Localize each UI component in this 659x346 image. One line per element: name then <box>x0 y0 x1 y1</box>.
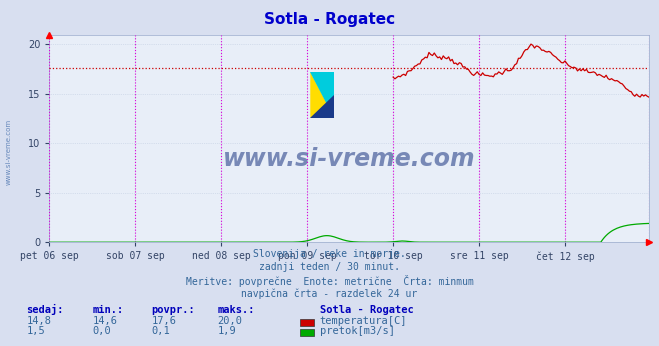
Text: povpr.:: povpr.: <box>152 305 195 315</box>
Text: 14,6: 14,6 <box>92 316 117 326</box>
Text: min.:: min.: <box>92 305 123 315</box>
Text: zadnji teden / 30 minut.: zadnji teden / 30 minut. <box>259 263 400 272</box>
Polygon shape <box>310 72 334 118</box>
Text: 0,1: 0,1 <box>152 327 170 336</box>
Polygon shape <box>310 72 334 118</box>
Text: Sotla - Rogatec: Sotla - Rogatec <box>264 11 395 27</box>
Text: 1,5: 1,5 <box>26 327 45 336</box>
Polygon shape <box>310 95 334 118</box>
Text: www.si-vreme.com: www.si-vreme.com <box>223 147 476 171</box>
Text: www.si-vreme.com: www.si-vreme.com <box>5 119 11 185</box>
Text: pretok[m3/s]: pretok[m3/s] <box>320 327 395 336</box>
Text: 1,9: 1,9 <box>217 327 236 336</box>
Text: maks.:: maks.: <box>217 305 255 315</box>
Text: 20,0: 20,0 <box>217 316 243 326</box>
Text: sedaj:: sedaj: <box>26 304 64 315</box>
Text: Slovenija / reke in morje.: Slovenija / reke in morje. <box>253 249 406 259</box>
Text: 0,0: 0,0 <box>92 327 111 336</box>
Text: navpična črta - razdelek 24 ur: navpična črta - razdelek 24 ur <box>241 289 418 299</box>
Text: temperatura[C]: temperatura[C] <box>320 316 407 326</box>
Text: 17,6: 17,6 <box>152 316 177 326</box>
Text: 14,8: 14,8 <box>26 316 51 326</box>
Text: Sotla - Rogatec: Sotla - Rogatec <box>320 305 413 315</box>
Text: Meritve: povprečne  Enote: metrične  Črta: minmum: Meritve: povprečne Enote: metrične Črta:… <box>186 275 473 286</box>
